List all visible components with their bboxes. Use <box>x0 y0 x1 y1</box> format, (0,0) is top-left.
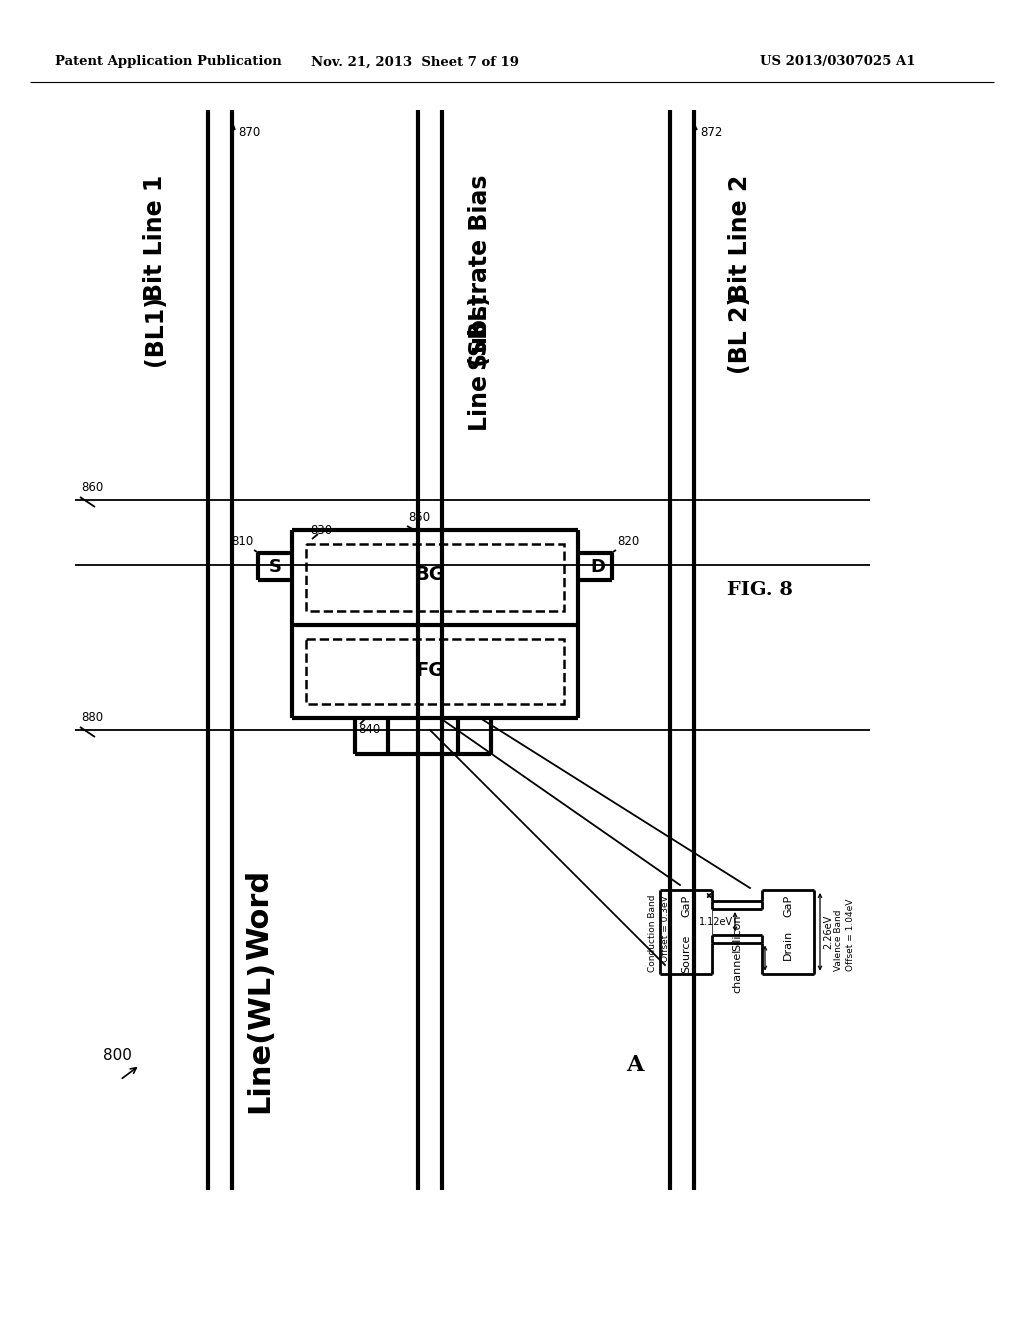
Text: BG: BG <box>415 565 445 585</box>
Text: 850: 850 <box>408 511 430 524</box>
Text: 2.26eV: 2.26eV <box>823 915 833 949</box>
Text: Drain: Drain <box>783 931 793 960</box>
Text: GaP: GaP <box>681 895 691 917</box>
Text: 1.12eV: 1.12eV <box>698 917 733 927</box>
Text: D: D <box>591 558 605 576</box>
Text: 860: 860 <box>81 480 103 494</box>
Text: 800: 800 <box>103 1048 132 1063</box>
Text: US 2013/0307025 A1: US 2013/0307025 A1 <box>760 55 915 69</box>
Text: Nov. 21, 2013  Sheet 7 of 19: Nov. 21, 2013 Sheet 7 of 19 <box>311 55 519 69</box>
Text: Offset = 1.04eV: Offset = 1.04eV <box>846 898 855 970</box>
Text: 870: 870 <box>238 127 260 140</box>
Text: (BL1): (BL1) <box>143 294 167 366</box>
Text: Bit Line 1: Bit Line 1 <box>143 176 167 301</box>
Text: 880: 880 <box>81 711 103 723</box>
Text: (BL 2): (BL 2) <box>728 294 752 374</box>
Text: Patent Application Publication: Patent Application Publication <box>55 55 282 69</box>
Text: Line (SBL): Line (SBL) <box>468 294 492 430</box>
Text: Line(WL): Line(WL) <box>246 960 274 1113</box>
Text: 872: 872 <box>700 127 722 140</box>
Text: Bit Line 2: Bit Line 2 <box>728 176 752 301</box>
Text: FIG. 8: FIG. 8 <box>727 581 793 599</box>
Text: Valence Band: Valence Band <box>834 909 843 970</box>
Text: 840: 840 <box>358 723 380 737</box>
Text: Conduction Band: Conduction Band <box>648 895 657 973</box>
Text: Source: Source <box>681 935 691 973</box>
Text: GaP: GaP <box>783 895 793 917</box>
Bar <box>306 639 564 704</box>
Text: S: S <box>268 558 282 576</box>
Text: Offset = 0.3eV: Offset = 0.3eV <box>662 895 670 962</box>
Text: FG: FG <box>416 660 444 680</box>
Text: Word: Word <box>246 870 274 960</box>
Text: channel: channel <box>732 949 742 994</box>
Text: 810: 810 <box>230 535 253 548</box>
Text: A: A <box>627 1053 644 1076</box>
Text: Substrate Bias: Substrate Bias <box>468 176 492 371</box>
Text: 830: 830 <box>310 524 332 537</box>
Text: 820: 820 <box>617 535 639 548</box>
Text: Silicon: Silicon <box>732 913 742 950</box>
Bar <box>306 544 564 611</box>
